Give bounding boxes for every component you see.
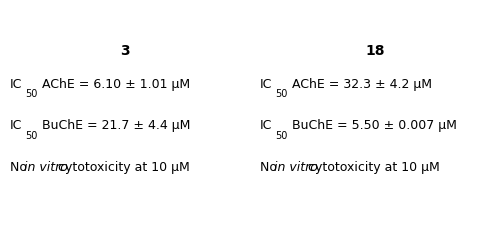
Text: BuChE = 21.7 ± 4.4 μM: BuChE = 21.7 ± 4.4 μM bbox=[38, 119, 190, 132]
Text: 50: 50 bbox=[25, 131, 38, 141]
Text: 3: 3 bbox=[120, 44, 130, 58]
Text: 50: 50 bbox=[275, 89, 287, 99]
Text: in vitro: in vitro bbox=[24, 161, 68, 174]
Text: IC: IC bbox=[260, 78, 272, 91]
Text: in vitro: in vitro bbox=[274, 161, 318, 174]
Text: AChE = 6.10 ± 1.01 μM: AChE = 6.10 ± 1.01 μM bbox=[38, 78, 190, 91]
Text: cytotoxicity at 10 μM: cytotoxicity at 10 μM bbox=[54, 161, 190, 174]
Text: No: No bbox=[10, 161, 31, 174]
Text: IC: IC bbox=[260, 119, 272, 132]
Text: 50: 50 bbox=[275, 131, 287, 141]
Text: AChE = 32.3 ± 4.2 μM: AChE = 32.3 ± 4.2 μM bbox=[288, 78, 432, 91]
Text: No: No bbox=[260, 161, 281, 174]
Text: 18: 18 bbox=[365, 44, 385, 58]
Text: BuChE = 5.50 ± 0.007 μM: BuChE = 5.50 ± 0.007 μM bbox=[288, 119, 456, 132]
Text: 50: 50 bbox=[25, 89, 38, 99]
Text: IC: IC bbox=[10, 78, 22, 91]
Text: cytotoxicity at 10 μM: cytotoxicity at 10 μM bbox=[304, 161, 440, 174]
Text: IC: IC bbox=[10, 119, 22, 132]
